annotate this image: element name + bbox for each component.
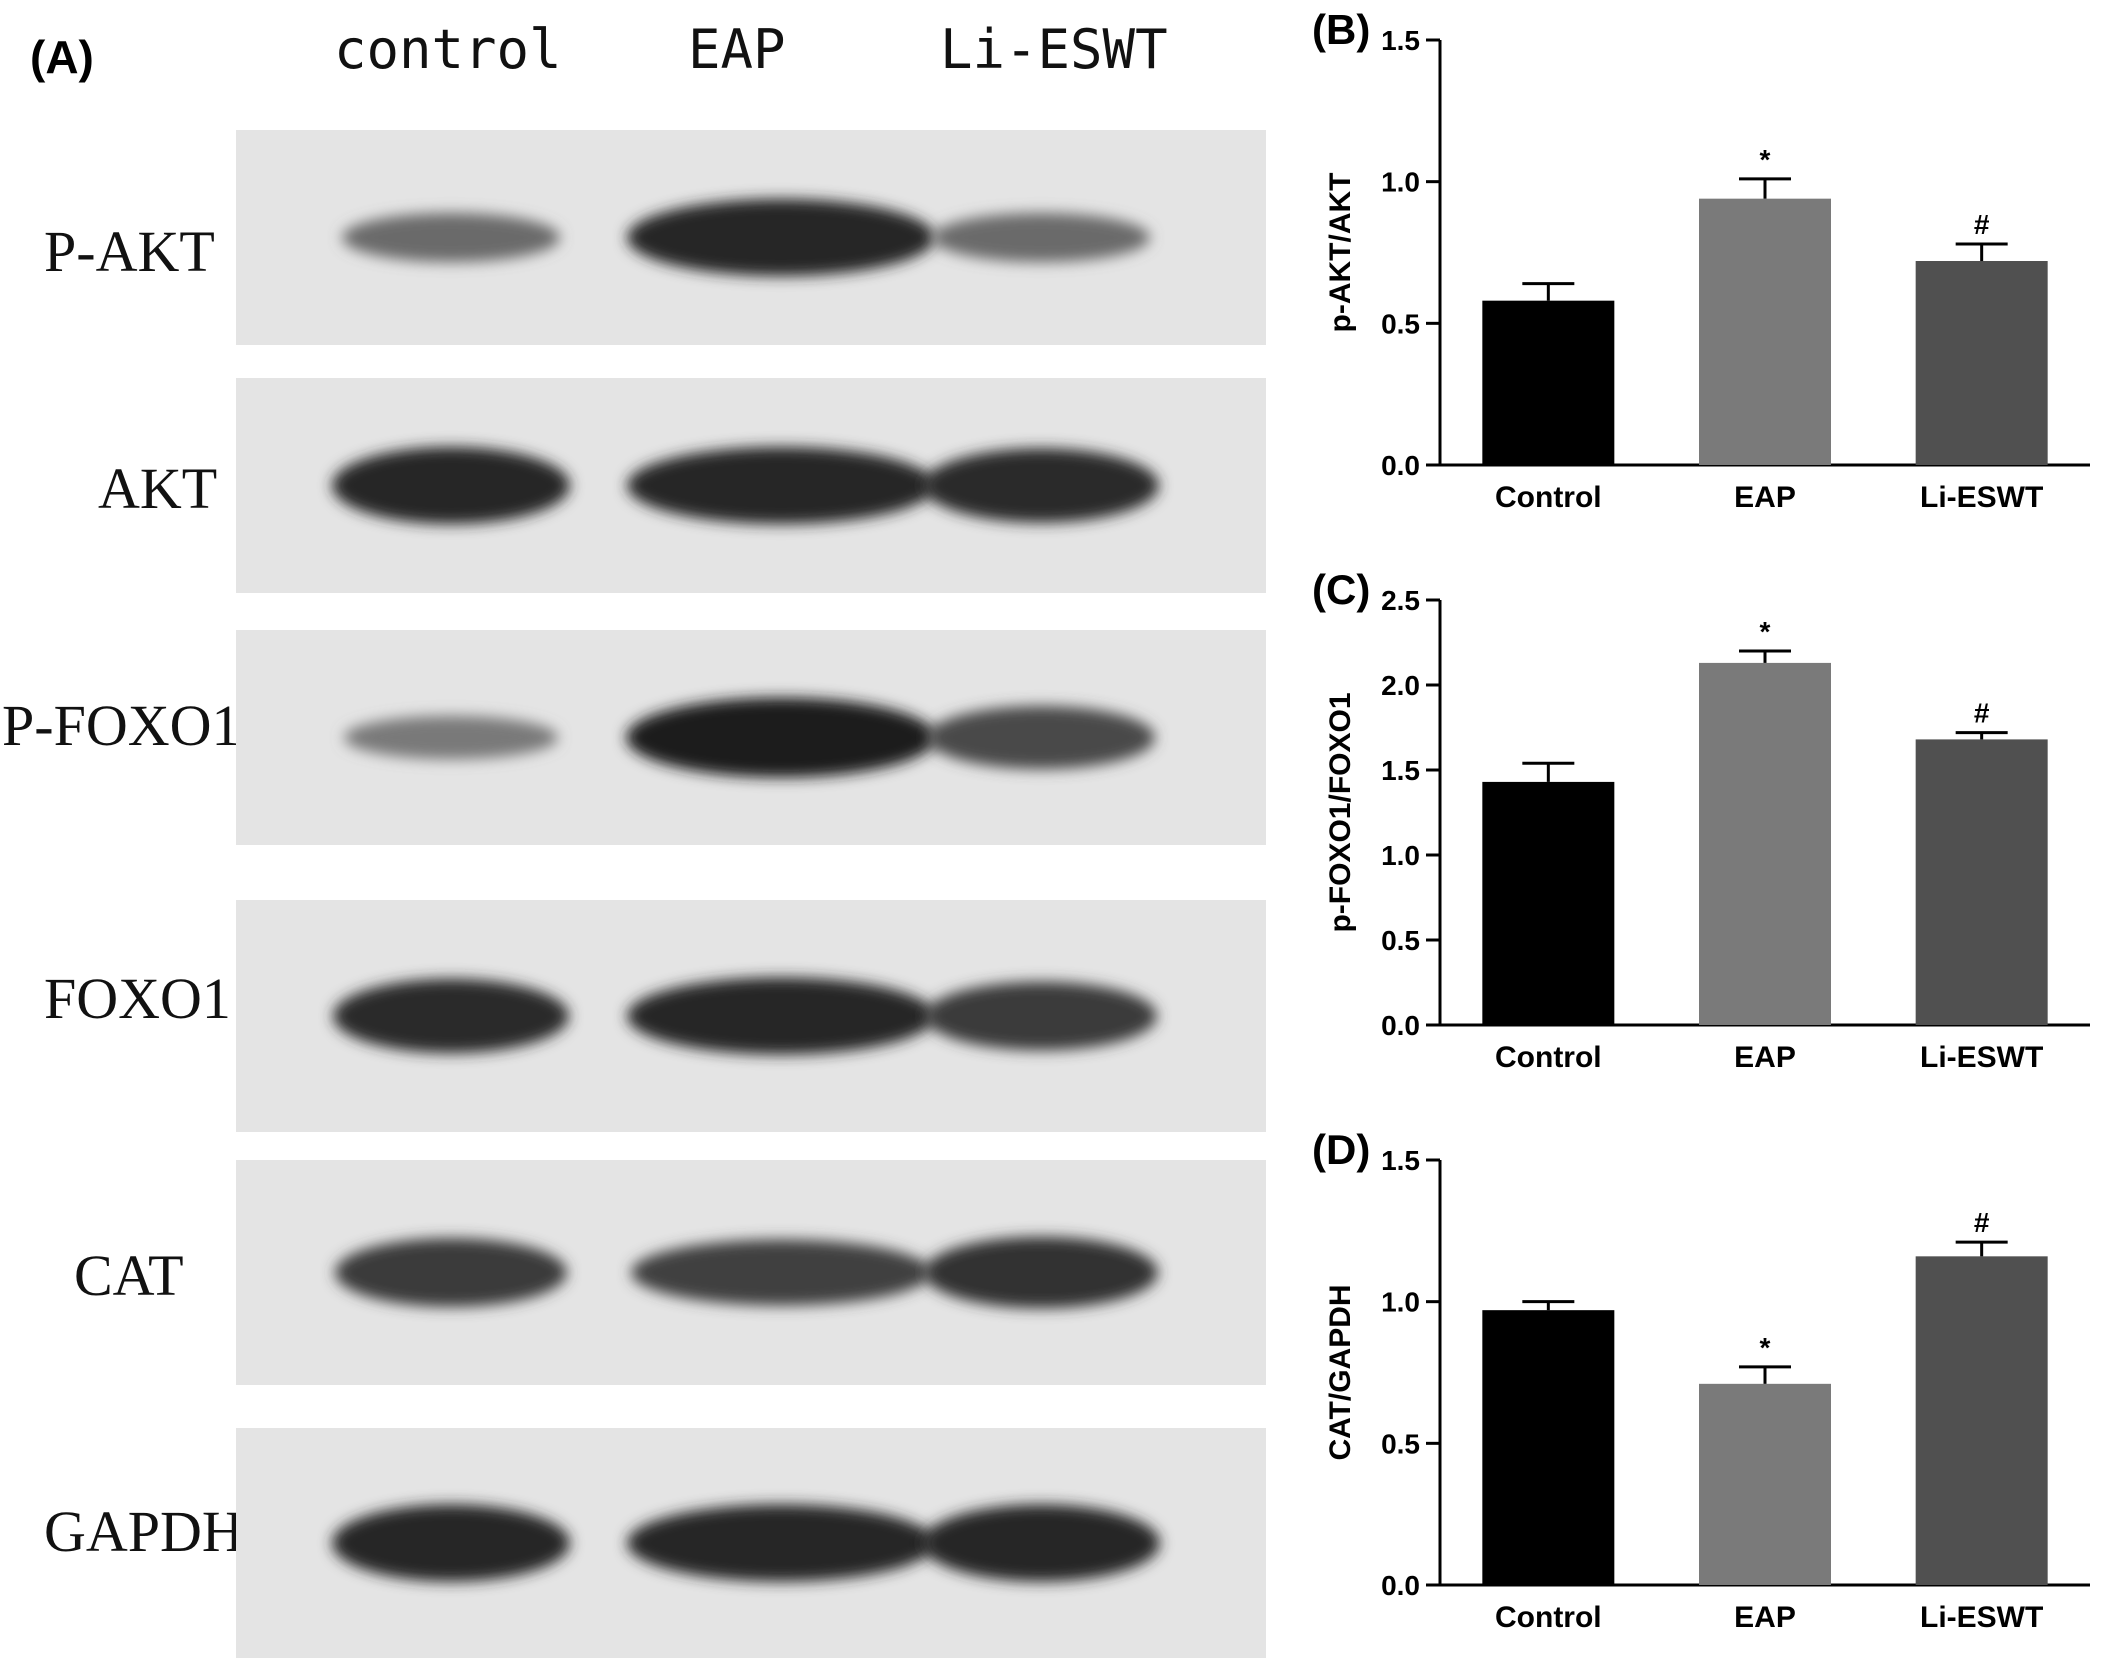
blot-band <box>335 1238 567 1307</box>
significance-marker: # <box>1974 1207 1990 1238</box>
blot-label-p-foxo1: P-FOXO1 <box>2 693 241 758</box>
blot-band <box>332 446 570 525</box>
lane-header-control: control <box>334 18 562 81</box>
bar <box>1482 1310 1615 1585</box>
chart-p-akt: (B) 0.0 0.5 1.0 1.5 p-AKT/AKT Control * EAP # Li-E… <box>1312 6 2090 514</box>
y-tick-label: 2.0 <box>1381 670 1420 701</box>
bar <box>1915 261 2048 465</box>
chart-p-foxo1: (C) 0.0 0.5 1.0 1.5 2.0 2.5 p-FOXO1/FOXO1 Contro… <box>1312 566 2090 1074</box>
significance-marker: # <box>1974 698 1990 729</box>
blot-cat <box>236 1160 1266 1385</box>
lane-header-li-eswt: Li-ESWT <box>940 18 1168 81</box>
y-tick-label: 0.5 <box>1381 1428 1420 1459</box>
y-tick-label: 2.5 <box>1381 585 1420 616</box>
y-tick-label: 0.0 <box>1381 450 1420 481</box>
y-tick-label: 1.0 <box>1381 167 1420 198</box>
blot-p-akt <box>236 130 1266 345</box>
blot-label-foxo1: FOXO1 <box>44 966 231 1031</box>
blot-gapdh <box>236 1428 1266 1658</box>
blot-band <box>924 1236 1158 1309</box>
blot-band <box>932 212 1150 263</box>
y-axis-label: p-FOXO1/FOXO1 <box>1324 692 1357 932</box>
blot-foxo1 <box>236 900 1266 1132</box>
y-tick-label: 1.0 <box>1381 1287 1420 1318</box>
x-tick-label: Li-ESWT <box>1920 1601 2043 1634</box>
x-tick-label: Li-ESWT <box>1920 481 2043 514</box>
panel-a-letter: (A) <box>30 31 94 83</box>
y-tick-label: 1.5 <box>1381 25 1420 56</box>
bar <box>1915 739 2048 1025</box>
blot-band <box>927 705 1155 770</box>
y-tick-label: 0.0 <box>1381 1570 1420 1601</box>
y-tick-label: 0.0 <box>1381 1010 1420 1041</box>
blot-p-foxo1 <box>236 630 1266 845</box>
y-tick-label: 0.5 <box>1381 308 1420 339</box>
y-tick-label: 1.5 <box>1381 1145 1420 1176</box>
blot-akt <box>236 378 1266 593</box>
y-tick-label: 0.5 <box>1381 925 1420 956</box>
blot-band <box>627 1504 935 1582</box>
blot-band <box>627 198 935 277</box>
blot-label-gapdh: GAPDH <box>44 1499 244 1564</box>
y-tick-label: 1.5 <box>1381 755 1420 786</box>
blot-band <box>342 212 560 263</box>
x-tick-label: Control <box>1495 1601 1602 1634</box>
blot-label-p-akt: P-AKT <box>44 219 215 284</box>
significance-marker: * <box>1760 616 1771 647</box>
blot-band <box>627 977 935 1055</box>
x-tick-label: EAP <box>1734 481 1796 514</box>
x-tick-label: EAP <box>1734 1041 1796 1074</box>
blot-band <box>925 981 1157 1051</box>
blot-band <box>922 1504 1160 1582</box>
panel-letter: (C) <box>1312 566 1370 613</box>
x-tick-label: Control <box>1495 481 1602 514</box>
blot-band <box>344 715 558 760</box>
bar <box>1482 300 1615 465</box>
blot-band <box>626 697 936 778</box>
bar <box>1699 662 1831 1025</box>
significance-marker: # <box>1974 209 1990 240</box>
blot-label-akt: AKT <box>98 456 218 521</box>
y-tick-label: 1.0 <box>1381 840 1420 871</box>
chart-cat: (D) 0.0 0.5 1.0 1.5 CAT/GAPDH Control * EAP # Li-E… <box>1312 1126 2090 1634</box>
bar <box>1482 781 1615 1025</box>
bar <box>1699 198 1831 465</box>
panel-letter: (B) <box>1312 6 1370 53</box>
x-tick-label: Control <box>1495 1041 1602 1074</box>
blot-band <box>631 1239 931 1306</box>
x-tick-label: EAP <box>1734 1601 1796 1634</box>
y-axis-label: CAT/GAPDH <box>1324 1284 1357 1460</box>
blot-band <box>923 448 1159 523</box>
blot-band <box>332 1504 570 1582</box>
lane-header-eap: EAP <box>688 18 786 81</box>
x-tick-label: Li-ESWT <box>1920 1041 2043 1074</box>
blot-label-cat: CAT <box>74 1243 184 1308</box>
panel-letter: (D) <box>1312 1126 1370 1173</box>
significance-marker: * <box>1760 1332 1771 1363</box>
bar <box>1699 1383 1831 1585</box>
blot-band <box>627 446 935 525</box>
significance-marker: * <box>1760 144 1771 175</box>
bar <box>1915 1256 2048 1585</box>
blot-band <box>333 978 569 1054</box>
y-axis-label: p-AKT/AKT <box>1324 173 1357 333</box>
